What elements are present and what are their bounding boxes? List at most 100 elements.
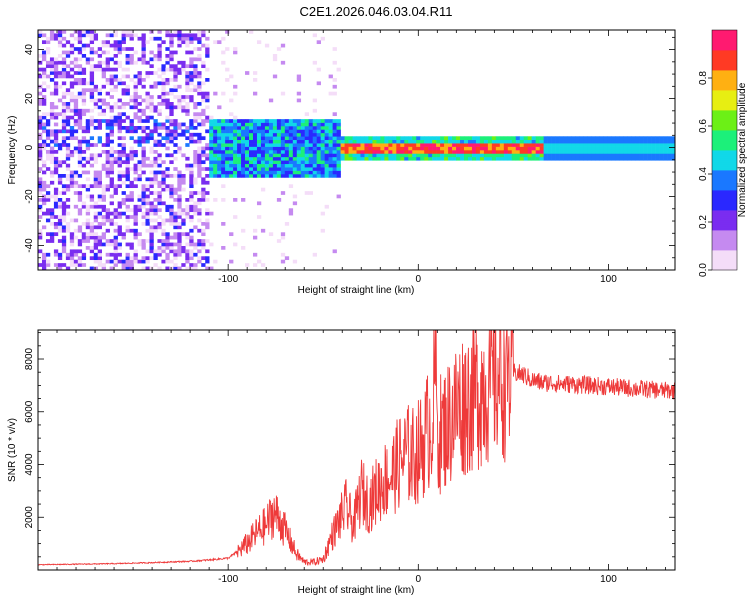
- heatmap-cell: [117, 201, 122, 206]
- heatmap-cell: [101, 242, 106, 247]
- heatmap-cell: [81, 222, 87, 226]
- heatmap-cell: [69, 84, 75, 89]
- heatmap-cell: [647, 156, 652, 161]
- heatmap-cell: [161, 95, 166, 99]
- heatmap-cell: [73, 95, 79, 99]
- heatmap-cell: [77, 91, 83, 96]
- colorbar-step: [712, 52, 737, 55]
- heatmap-cell: [671, 136, 676, 141]
- heatmap-cell: [61, 235, 67, 240]
- heatmap-cell: [81, 126, 87, 130]
- heatmap-cell: [229, 122, 234, 127]
- heatmap-cell: [460, 136, 465, 141]
- heatmap-cell: [189, 139, 194, 144]
- heatmap-cell: [288, 126, 294, 130]
- heatmap-cell: [332, 153, 337, 158]
- heatmap-cell: [412, 150, 417, 154]
- heatmap-cell: [328, 139, 333, 144]
- heatmap-cell: [523, 143, 528, 147]
- heatmap-cell: [161, 259, 166, 264]
- heatmap-cell: [117, 246, 122, 250]
- heatmap-cell: [260, 122, 266, 127]
- heatmap-cell: [81, 263, 87, 267]
- heatmap-cell: [85, 126, 91, 130]
- heatmap-cell: [599, 139, 604, 144]
- heatmap-cell: [328, 129, 333, 134]
- heatmap-cell: [563, 139, 568, 144]
- heatmap-cell: [173, 211, 178, 216]
- heatmap-cell: [149, 150, 154, 154]
- heatmap-cell: [312, 139, 317, 144]
- heatmap-cell: [511, 150, 517, 154]
- heatmap-cell: [412, 139, 417, 144]
- heatmap-cell: [304, 191, 310, 195]
- heatmap-cell: [141, 150, 146, 154]
- heatmap-cell: [651, 150, 656, 154]
- heatmap-cell: [400, 146, 405, 151]
- heatmap-cell: [153, 81, 158, 86]
- colorbar-step: [712, 198, 737, 201]
- heatmap-cell: [667, 150, 672, 154]
- heatmap-cell: [85, 143, 91, 147]
- heatmap-cell: [615, 143, 620, 147]
- heatmap-cell: [213, 129, 218, 134]
- heatmap-cell: [603, 139, 608, 144]
- heatmap-cell: [280, 235, 286, 240]
- heatmap-cell: [205, 91, 210, 96]
- heatmap-cell: [388, 153, 393, 158]
- heatmap-cell: [515, 139, 521, 144]
- colorbar-step: [712, 160, 737, 163]
- heatmap-cell: [288, 170, 294, 175]
- heatmap-cell: [519, 143, 525, 147]
- heatmap-cell: [201, 122, 206, 127]
- heatmap-cell: [193, 156, 198, 161]
- heatmap-cell: [185, 156, 190, 161]
- heatmap-cell: [280, 146, 286, 151]
- heatmap-cell: [38, 191, 43, 195]
- heatmap-cell: [89, 47, 95, 51]
- heatmap-cell: [424, 143, 429, 147]
- heatmap-cell: [647, 136, 652, 141]
- heatmap-cell: [38, 146, 43, 151]
- heatmap-cell: [539, 139, 544, 144]
- heatmap-cell: [69, 126, 75, 130]
- heatmap-cell: [145, 163, 150, 168]
- heatmap-cell: [420, 136, 425, 141]
- heatmap-cell: [153, 143, 158, 147]
- heatmap-cell: [288, 211, 294, 216]
- heatmap-cell: [41, 139, 47, 144]
- heatmap-cell: [177, 150, 182, 154]
- heatmap-cell: [667, 136, 672, 141]
- heatmap-cell: [531, 153, 536, 158]
- heatmap-cell: [69, 60, 75, 65]
- heatmap-cell: [149, 242, 154, 247]
- heatmap-cell: [97, 170, 102, 175]
- heatmap-cell: [45, 50, 51, 55]
- colorbar-step: [712, 62, 737, 65]
- heatmap-cell: [571, 139, 576, 144]
- heatmap-cell: [316, 119, 321, 123]
- heatmap-cell: [61, 60, 67, 65]
- heatmap-cell: [189, 167, 194, 171]
- heatmap-cell: [85, 33, 91, 38]
- heatmap-cell: [256, 150, 262, 154]
- colorbar-step: [712, 130, 737, 133]
- heatmap-cell: [292, 160, 298, 165]
- heatmap-cell: [169, 222, 174, 226]
- heatmap-cell: [511, 143, 517, 147]
- heatmap-cell: [571, 146, 576, 151]
- heatmap-cell: [304, 150, 310, 154]
- heatmap-cell: [595, 153, 600, 158]
- heatmap-cell: [45, 60, 51, 65]
- heatmap-cell: [173, 252, 178, 257]
- heatmap-cell: [252, 78, 258, 82]
- heatmap-cell: [567, 156, 572, 161]
- heatmap-cell: [495, 150, 501, 154]
- heatmap-cell: [384, 156, 389, 161]
- colorbar-step: [712, 206, 737, 209]
- heatmap-cell: [49, 222, 55, 226]
- heatmap-cell: [133, 228, 138, 233]
- heatmap-cell: [65, 174, 71, 178]
- colorbar-step: [712, 40, 737, 43]
- heatmap-cell: [85, 225, 91, 230]
